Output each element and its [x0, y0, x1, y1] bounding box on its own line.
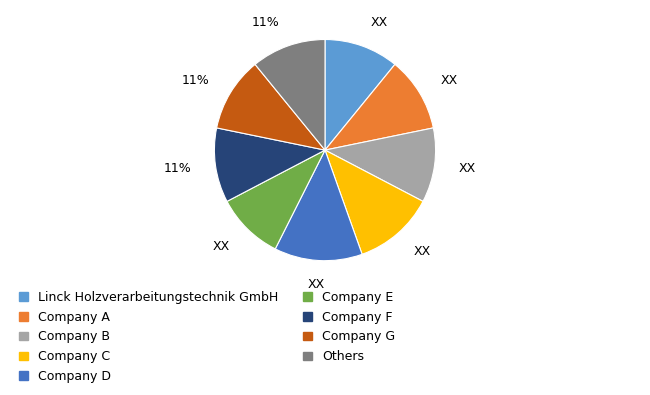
Text: XX: XX [308, 278, 325, 291]
Wedge shape [325, 40, 395, 150]
Text: XX: XX [441, 74, 458, 87]
Wedge shape [227, 150, 325, 249]
Text: 11%: 11% [252, 17, 280, 30]
Legend: Linck Holzverarbeitungstechnik GmbH, Company A, Company B, Company C, Company D,: Linck Holzverarbeitungstechnik GmbH, Com… [20, 291, 395, 383]
Text: 11%: 11% [182, 74, 209, 87]
Text: XX: XX [370, 17, 387, 30]
Text: XX: XX [413, 245, 431, 258]
Wedge shape [255, 40, 325, 150]
Text: XX: XX [213, 240, 230, 253]
Wedge shape [325, 128, 436, 201]
Wedge shape [275, 150, 362, 261]
Wedge shape [325, 64, 434, 150]
Text: 11%: 11% [164, 162, 191, 175]
Wedge shape [214, 128, 325, 201]
Text: XX: XX [459, 162, 476, 175]
Wedge shape [325, 150, 423, 254]
Wedge shape [216, 64, 325, 150]
